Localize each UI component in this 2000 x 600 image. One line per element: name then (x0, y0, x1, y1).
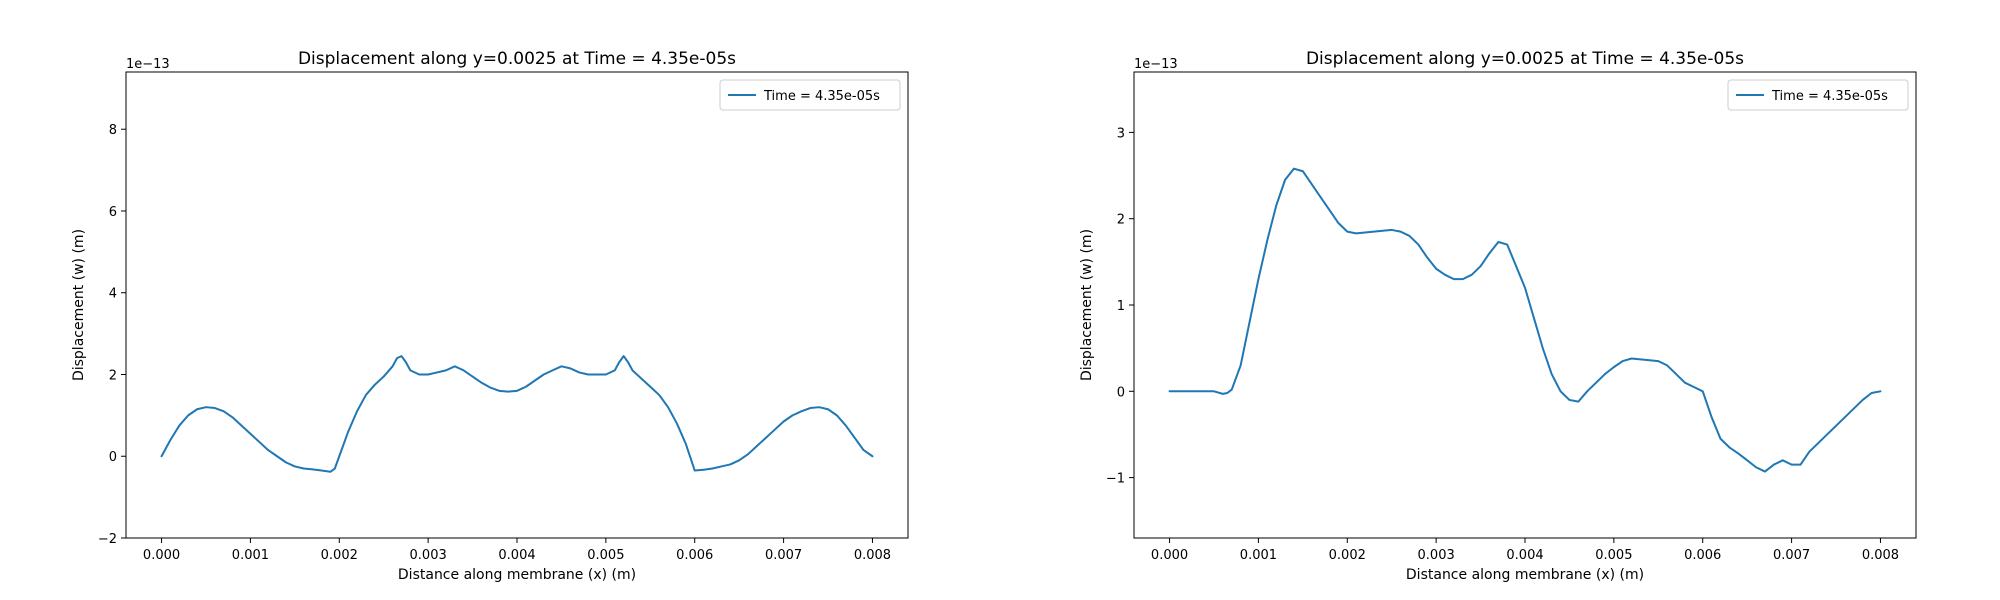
y-tick-label: 3 (1117, 126, 1125, 141)
y-tick-label: 2 (109, 368, 117, 383)
x-tick-label: 0.001 (1240, 548, 1277, 563)
series-line (1168, 167, 1882, 473)
y-tick-label: 0 (1117, 385, 1125, 400)
x-tick-label: 0.001 (232, 548, 269, 563)
y-tick-label: −2 (98, 532, 117, 547)
y-tick-label: 2 (1117, 213, 1125, 228)
x-axis-label: Distance along membrane (x) (m) (398, 567, 636, 583)
y-tick-label: 0 (109, 450, 117, 465)
chart-title: Displacement along y=0.0025 at Time = 4.… (1306, 49, 1744, 69)
y-offset-label: 1e−13 (126, 57, 170, 72)
x-axis-label: Distance along membrane (x) (m) (1406, 567, 1644, 583)
y-tick-label: 1 (1117, 299, 1125, 314)
x-tick-label: 0.005 (587, 548, 624, 563)
x-tick-label: 0.006 (676, 548, 713, 563)
x-tick-label: 0.005 (1595, 548, 1632, 563)
x-tick-label: 0.006 (1684, 548, 1721, 563)
plot-frame (125, 71, 909, 539)
chart-title: Displacement along y=0.0025 at Time = 4.… (298, 49, 736, 69)
y-tick-label: 4 (109, 287, 117, 302)
chart-panel-right: Displacement along y=0.0025 at Time = 4.… (1079, 49, 1917, 583)
legend: Time = 4.35e-05s (1727, 79, 1909, 111)
legend-label: Time = 4.35e-05s (763, 89, 880, 104)
plot-frame (1133, 71, 1917, 539)
chart-panel-left: Displacement along y=0.0025 at Time = 4.… (71, 49, 909, 583)
y-axis-label: Displacement (w) (m) (71, 229, 87, 381)
y-tick-label: 8 (109, 123, 117, 138)
legend-label: Time = 4.35e-05s (1771, 89, 1888, 104)
x-tick-label: 0.003 (1418, 548, 1455, 563)
y-tick-label: −1 (1106, 472, 1125, 487)
x-tick-label: 0.000 (1151, 548, 1188, 563)
legend-box (719, 79, 901, 111)
x-tick-label: 0.008 (1862, 548, 1899, 563)
x-tick-label: 0.002 (1329, 548, 1366, 563)
legend-box (1727, 79, 1909, 111)
y-offset-label: 1e−13 (1134, 57, 1178, 72)
y-tick-label: 6 (109, 205, 117, 220)
x-tick-label: 0.007 (1773, 548, 1810, 563)
legend: Time = 4.35e-05s (719, 79, 901, 111)
x-tick-label: 0.000 (143, 548, 180, 563)
x-tick-label: 0.004 (1506, 548, 1543, 563)
series-line (160, 355, 874, 473)
x-tick-label: 0.008 (854, 548, 891, 563)
y-axis-label: Displacement (w) (m) (1079, 229, 1095, 381)
x-tick-label: 0.003 (410, 548, 447, 563)
x-tick-label: 0.007 (765, 548, 802, 563)
x-tick-label: 0.004 (498, 548, 535, 563)
x-tick-label: 0.002 (321, 548, 358, 563)
